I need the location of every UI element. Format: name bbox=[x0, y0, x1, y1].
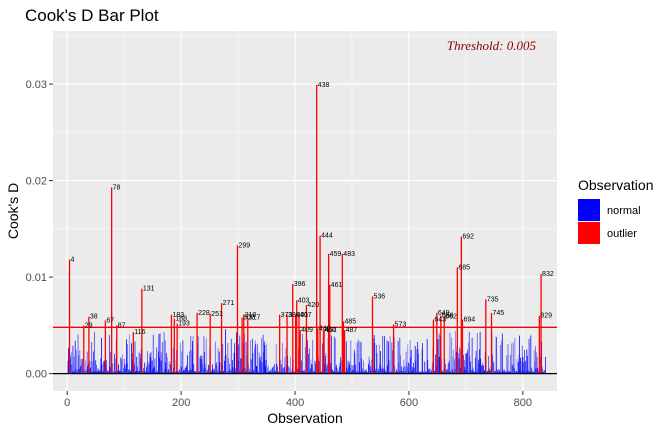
outlier-label: 444 bbox=[321, 233, 333, 240]
legend-label-outlier: outlier bbox=[607, 228, 637, 240]
outlier-label: 131 bbox=[143, 286, 155, 293]
outlier-label: 87 bbox=[118, 322, 126, 329]
outlier-label: 451 bbox=[325, 327, 337, 334]
y-tick-label: 0.00 bbox=[26, 369, 47, 381]
outlier-label: 483 bbox=[343, 251, 355, 258]
outlier-label: 299 bbox=[239, 242, 251, 249]
outlier-label: 271 bbox=[223, 300, 235, 307]
y-axis: 0.00 0.01 0.02 0.03 bbox=[26, 79, 53, 381]
outlier-label: 832 bbox=[542, 271, 554, 278]
outlier-label: 373 bbox=[281, 312, 293, 319]
outlier-label: 307 bbox=[243, 315, 255, 322]
outlier-label: 735 bbox=[487, 296, 499, 303]
legend-swatch-normal bbox=[578, 199, 600, 221]
outlier-label: 401 bbox=[297, 312, 309, 319]
outlier-label: 459 bbox=[330, 251, 342, 258]
y-tick-label: 0.02 bbox=[26, 176, 47, 188]
outlier-label: 188 bbox=[175, 316, 187, 323]
outlier-label: 829 bbox=[540, 313, 552, 320]
outlier-bars-layer bbox=[68, 85, 542, 374]
outlier-label: 643 bbox=[434, 317, 446, 324]
outlier-label: 183 bbox=[172, 312, 184, 319]
outlier-label: 78 bbox=[113, 184, 121, 191]
outlier-label: 438 bbox=[318, 82, 330, 89]
chart-title: Cook's D Bar Plot bbox=[25, 6, 159, 25]
outlier-label: 4 bbox=[71, 257, 75, 264]
outlier-label: 450 bbox=[325, 327, 337, 334]
threshold-annotation: Threshold: 0.005 bbox=[447, 38, 537, 53]
outlier-label: 485 bbox=[344, 319, 356, 326]
outlier-label: 251 bbox=[211, 311, 223, 318]
outlier-label: 193 bbox=[178, 320, 190, 327]
outlier-label: 649 bbox=[438, 310, 450, 317]
outlier-label: 386 bbox=[288, 312, 300, 319]
legend-label-normal: normal bbox=[607, 205, 641, 217]
outlier-label: 685 bbox=[458, 264, 470, 271]
outlier-label: 694 bbox=[463, 317, 475, 324]
outlier-label: 662 bbox=[445, 314, 457, 321]
outlier-label: 67 bbox=[106, 318, 114, 325]
outlier-label: 29 bbox=[85, 322, 93, 329]
x-tick-label: 400 bbox=[286, 397, 304, 409]
outlier-label: 536 bbox=[373, 293, 385, 300]
x-tick-label: 600 bbox=[400, 397, 418, 409]
outlier-label: 692 bbox=[462, 234, 474, 241]
outlier-label: 573 bbox=[395, 321, 407, 328]
outlier-label: 407 bbox=[300, 312, 312, 319]
y-axis-title: Cook's D bbox=[5, 183, 21, 239]
outlier-label: 396 bbox=[294, 281, 306, 288]
legend: Observation normal outlier bbox=[578, 177, 653, 244]
outlier-label: 116 bbox=[134, 329, 145, 336]
legend-swatch-outlier bbox=[578, 222, 600, 244]
outlier-label: 409 bbox=[301, 327, 313, 334]
outlier-label: 745 bbox=[493, 310, 505, 317]
x-tick-label: 200 bbox=[172, 397, 190, 409]
x-axis-title: Observation bbox=[267, 410, 342, 426]
x-tick-label: 800 bbox=[514, 397, 532, 409]
outlier-label: 228 bbox=[198, 310, 210, 317]
outlier-label: 440 bbox=[319, 325, 331, 332]
legend-title: Observation bbox=[578, 177, 653, 193]
outlier-label: 420 bbox=[307, 302, 319, 309]
plot-panel bbox=[53, 31, 557, 391]
outlier-label: 403 bbox=[298, 297, 310, 304]
outlier-label: 461 bbox=[331, 282, 343, 289]
outlier-label: 317 bbox=[249, 315, 261, 322]
y-tick-label: 0.03 bbox=[26, 79, 47, 91]
x-tick-label: 0 bbox=[64, 397, 70, 409]
outlier-label: 487 bbox=[346, 327, 358, 334]
outlier-label: 310 bbox=[245, 312, 257, 319]
y-tick-label: 0.01 bbox=[26, 272, 47, 284]
x-axis: 0 200 400 600 800 bbox=[64, 391, 532, 409]
outlier-label: 38 bbox=[90, 314, 98, 321]
outlier-label: 656 bbox=[442, 313, 454, 320]
